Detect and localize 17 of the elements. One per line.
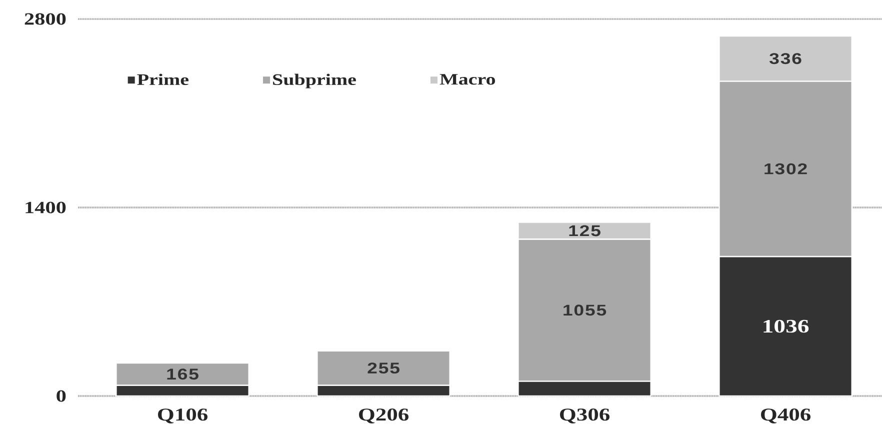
data-label: 336	[770, 53, 802, 64]
data-label: 125	[569, 225, 600, 236]
data-label: 1055	[564, 304, 606, 316]
x-tick-label: Q406	[761, 408, 810, 424]
x-tick-label: Q306	[560, 408, 610, 424]
x-tick-label: Q206	[358, 408, 408, 424]
legend-label: Macro	[440, 74, 495, 85]
y-tick-label: 2800	[24, 13, 66, 25]
data-label: 255	[368, 362, 400, 374]
data-label: 1302	[764, 163, 807, 174]
y-tick-label: 0	[56, 390, 66, 402]
y-tick-label: 1400	[26, 202, 66, 214]
data-label: 165	[167, 368, 198, 380]
legend-label: Subprime	[273, 74, 356, 88]
data-label: 1036	[764, 320, 809, 333]
x-tick-label: Q106	[158, 408, 208, 424]
legend-label: Prime	[137, 74, 189, 86]
